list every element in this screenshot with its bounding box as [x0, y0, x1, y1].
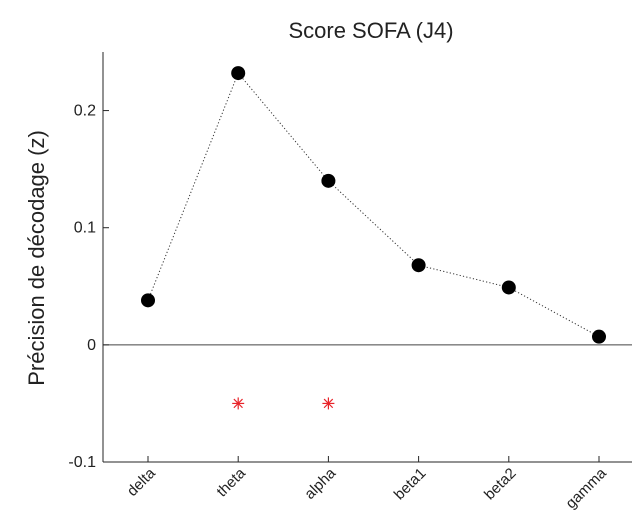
y-tick-label: 0.1	[74, 220, 96, 237]
significance-marker	[322, 397, 335, 410]
data-point	[231, 66, 246, 81]
x-tick-label: beta2	[481, 465, 520, 504]
data-point	[592, 329, 606, 344]
x-tick-label: theta	[213, 464, 249, 500]
x-tick-label: gamma	[562, 464, 610, 512]
y-tick-label: 0	[87, 337, 96, 354]
data-point	[501, 280, 516, 295]
data-point	[321, 173, 336, 188]
data-point	[141, 293, 155, 308]
chart-title: Score SOFA (J4)	[288, 18, 453, 43]
series-line	[147, 72, 600, 338]
plot-area: -0.1 0 0.1 0.2 delta theta alpha beta1 beta2 gamm…	[68, 52, 632, 512]
x-tick-label: alpha	[301, 464, 339, 502]
y-axis-label: Précision de décodage (z)	[24, 130, 49, 386]
x-tick-label: delta	[124, 464, 159, 499]
x-tick-label: beta1	[391, 465, 430, 504]
y-tick-label: 0.2	[74, 103, 96, 120]
significance-marker	[232, 397, 245, 410]
y-tick-label: -0.1	[68, 454, 96, 471]
data-point	[411, 258, 426, 273]
